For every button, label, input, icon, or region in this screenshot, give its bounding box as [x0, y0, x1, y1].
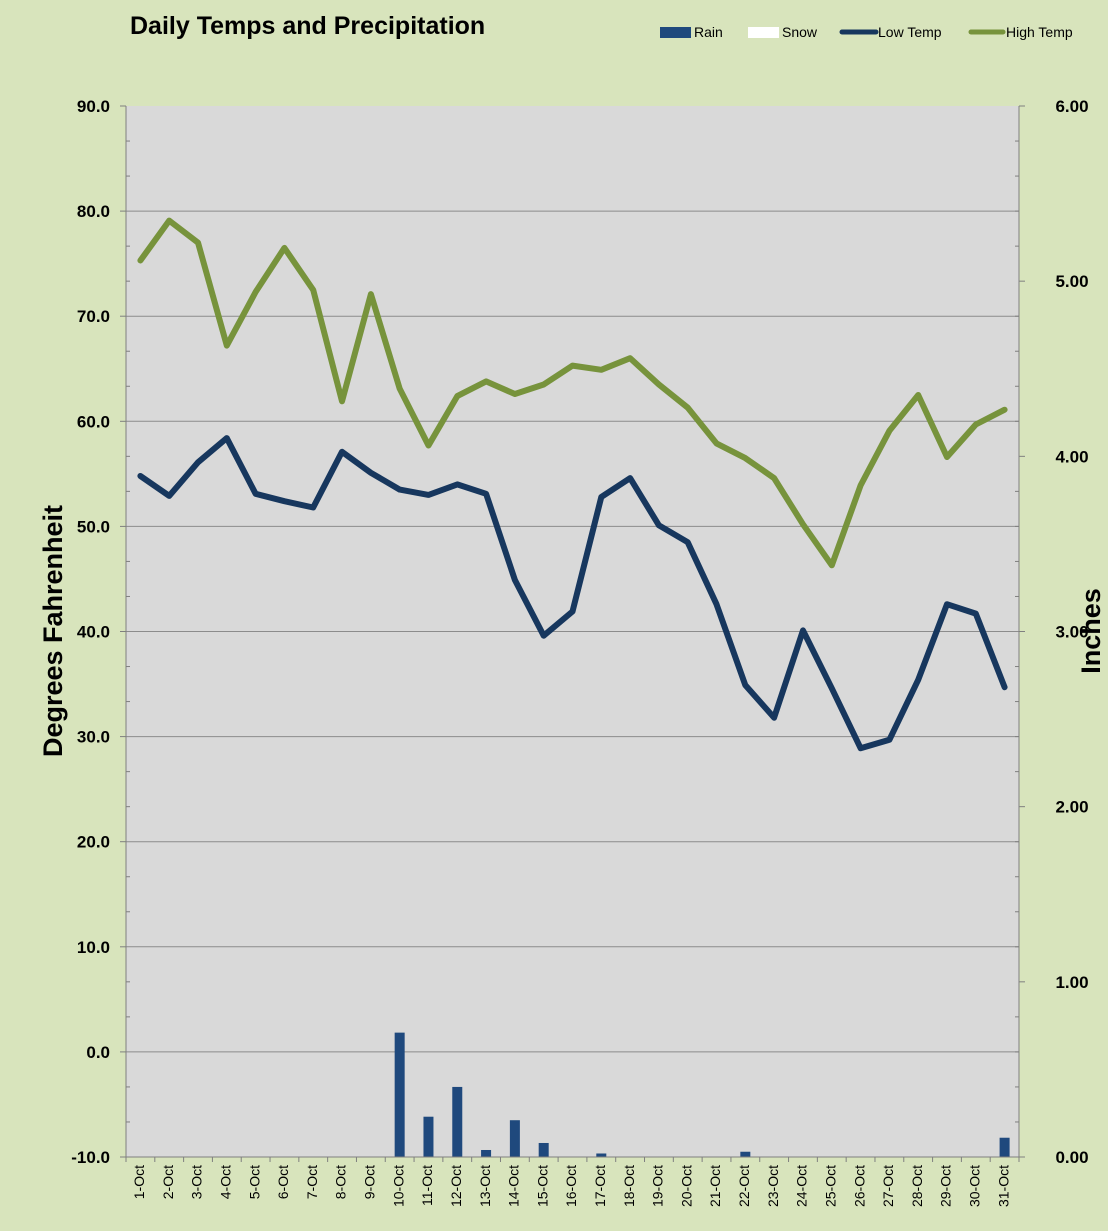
- right-tick-label: 3.00: [1055, 623, 1088, 642]
- legend-low-temp-label: Low Temp: [878, 24, 942, 40]
- left-tick-label: 10.0: [77, 938, 110, 957]
- legend-snow-label: Snow: [782, 24, 818, 40]
- left-tick-label: 0.0: [86, 1043, 110, 1062]
- x-category-label: 12-Oct: [448, 1165, 464, 1207]
- gridlines: [126, 210, 1019, 1053]
- x-category-label: 25-Oct: [823, 1165, 839, 1207]
- x-category-label: 18-Oct: [621, 1165, 637, 1207]
- legend-high-temp-label: High Temp: [1006, 24, 1073, 40]
- rain-bar-15-Oct: [538, 1142, 549, 1157]
- low-temp-line: [137, 435, 1008, 752]
- legend-rain-swatch: [660, 27, 691, 38]
- left-tick-label: 50.0: [77, 517, 110, 536]
- rain-bar-10-Oct: [394, 1032, 405, 1157]
- left-tick-label: 30.0: [77, 728, 110, 747]
- x-category-label: 8-Oct: [333, 1165, 349, 1199]
- x-category-label: 7-Oct: [304, 1165, 320, 1199]
- rain-bar-11-Oct: [423, 1116, 434, 1157]
- x-category-label: 1-Oct: [131, 1165, 147, 1199]
- x-category-label: 15-Oct: [534, 1165, 550, 1207]
- legend: Rain Snow Low Temp High Temp: [660, 24, 1073, 40]
- legend-rain-label: Rain: [694, 24, 723, 40]
- rain-bar-31-Oct: [999, 1137, 1010, 1157]
- x-category-label: 19-Oct: [650, 1165, 666, 1207]
- left-tick-label: 20.0: [77, 833, 110, 852]
- x-category-label: 14-Oct: [506, 1165, 522, 1207]
- x-category-label: 13-Oct: [477, 1165, 493, 1207]
- x-category-label: 9-Oct: [362, 1165, 378, 1199]
- right-axis-title: Inches: [1076, 588, 1106, 674]
- left-tick-label: 70.0: [77, 307, 110, 326]
- right-tick-label: 4.00: [1055, 447, 1088, 466]
- left-tick-label: 90.0: [77, 97, 110, 116]
- x-category-label: 17-Oct: [592, 1165, 608, 1207]
- left-tick-label: 80.0: [77, 202, 110, 221]
- x-category-label: 26-Oct: [851, 1165, 867, 1207]
- x-category-label: 31-Oct: [995, 1165, 1011, 1207]
- x-category-label: 6-Oct: [275, 1165, 291, 1199]
- rain-bar-13-Oct: [481, 1149, 492, 1157]
- right-tick-label: 6.00: [1055, 97, 1088, 116]
- right-tick-label: 0.00: [1055, 1148, 1088, 1167]
- right-tick-label: 1.00: [1055, 973, 1088, 992]
- right-tick-label: 5.00: [1055, 272, 1088, 291]
- x-category-label: 24-Oct: [794, 1165, 810, 1207]
- left-axis-title: Degrees Fahrenheit: [38, 505, 68, 757]
- left-tick-label: 60.0: [77, 412, 110, 431]
- temp-lines: [137, 217, 1008, 752]
- x-category-label: 5-Oct: [246, 1165, 262, 1199]
- x-category-label: 30-Oct: [967, 1165, 983, 1207]
- x-category-label: 16-Oct: [563, 1165, 579, 1207]
- x-category-label: 10-Oct: [390, 1165, 406, 1207]
- left-tick-label: -10.0: [71, 1148, 110, 1167]
- right-tick-label: 2.00: [1055, 798, 1088, 817]
- rain-bar-12-Oct: [452, 1086, 463, 1157]
- precip-bars: [394, 1032, 1010, 1157]
- x-category-label: 11-Oct: [419, 1165, 435, 1206]
- x-category-label: 3-Oct: [189, 1165, 205, 1199]
- x-category-label: 23-Oct: [765, 1165, 781, 1207]
- x-category-label: 4-Oct: [218, 1165, 234, 1199]
- x-category-label: 20-Oct: [678, 1165, 694, 1207]
- x-category-label: 27-Oct: [880, 1165, 896, 1207]
- x-category-label: 29-Oct: [938, 1165, 954, 1207]
- left-tick-label: 40.0: [77, 623, 110, 642]
- high-temp-line: [137, 217, 1008, 569]
- tick-labels: -10.0 0.0 10.0 20.0 30.0 40.0 50.0 60.0 70.0 80.0…: [71, 97, 1088, 1207]
- legend-snow-swatch: [748, 27, 779, 38]
- x-category-label: 21-Oct: [707, 1165, 723, 1207]
- rain-bar-14-Oct: [509, 1120, 520, 1157]
- x-category-label: 22-Oct: [736, 1165, 752, 1207]
- rain-bar-17-Oct: [596, 1153, 607, 1157]
- x-category-label: 28-Oct: [909, 1165, 925, 1207]
- rain-bar-22-Oct: [740, 1151, 751, 1157]
- chart-title: Daily Temps and Precipitation: [130, 12, 485, 40]
- axes: [120, 105, 1025, 1162]
- x-category-label: 2-Oct: [160, 1165, 176, 1199]
